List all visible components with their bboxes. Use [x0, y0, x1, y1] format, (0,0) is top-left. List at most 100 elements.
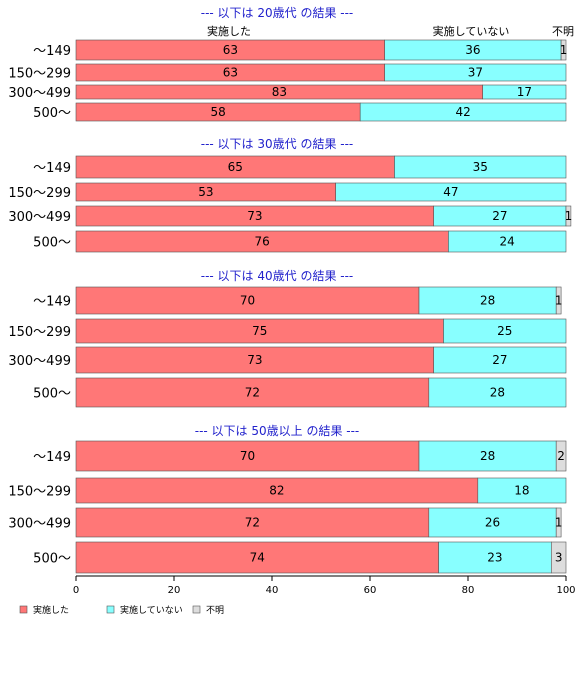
- x-tick-label: 100: [556, 585, 575, 596]
- category-label: 150～299: [8, 325, 71, 340]
- data-label: 23: [487, 551, 502, 565]
- data-label: 1: [565, 209, 573, 223]
- category-label: 300～499: [8, 517, 71, 532]
- category-label: 150～299: [8, 186, 71, 201]
- category-label: ～149: [33, 450, 71, 465]
- data-label: 76: [255, 235, 270, 249]
- bar-segment: [75, 507, 430, 538]
- data-label: 70: [240, 294, 255, 308]
- data-label: 3: [555, 551, 563, 565]
- data-label: 27: [492, 353, 507, 367]
- data-label: 18: [514, 484, 529, 498]
- data-label: 65: [228, 160, 243, 174]
- column-header: 不明: [552, 25, 574, 38]
- bar-segment: [433, 346, 567, 374]
- x-tick-label: 0: [73, 585, 79, 596]
- column-header: 実施していない: [433, 24, 510, 38]
- data-label: 47: [443, 185, 458, 199]
- bar-segment: [75, 541, 439, 574]
- bar-segment: [555, 286, 562, 315]
- bar-segment: [418, 440, 557, 472]
- bar-segment: [428, 507, 557, 538]
- category-label: ～149: [33, 295, 71, 310]
- category-label: 300～499: [8, 354, 71, 369]
- category-label: ～149: [33, 44, 71, 59]
- data-label: 1: [555, 294, 563, 308]
- data-label: 83: [272, 85, 287, 99]
- data-label: 17: [517, 85, 532, 99]
- data-label: 27: [492, 209, 507, 223]
- bar-segment: [565, 205, 572, 227]
- category-label: 500～: [33, 387, 71, 402]
- bar-segment: [75, 346, 435, 374]
- bar-segment: [384, 63, 567, 82]
- bar-segment: [550, 541, 567, 574]
- data-label: 28: [480, 294, 495, 308]
- section-title: --- 以下は 20歳代 の結果 ---: [201, 6, 354, 20]
- bar-segment: [448, 230, 567, 253]
- legend-swatch: [106, 605, 115, 614]
- data-label: 73: [247, 353, 262, 367]
- bar-segment: [335, 182, 567, 202]
- bar-segment: [555, 507, 562, 538]
- data-label: 26: [485, 516, 500, 530]
- data-label: 58: [210, 105, 225, 119]
- legend-swatch: [19, 605, 28, 614]
- x-tick-label: 40: [266, 585, 279, 596]
- section-title: --- 以下は 30歳代 の結果 ---: [201, 137, 354, 151]
- x-tick-label: 20: [168, 585, 181, 596]
- legend-label: 実施していない: [120, 604, 183, 616]
- data-label: 72: [245, 516, 260, 530]
- bar-segment: [428, 377, 567, 408]
- category-label: 150～299: [8, 485, 71, 500]
- data-label: 82: [269, 484, 284, 498]
- bar-segment: [75, 477, 479, 504]
- bar-segment: [359, 102, 567, 122]
- category-label: 500～: [33, 552, 71, 567]
- x-tick-label: 80: [462, 585, 475, 596]
- data-label: 70: [240, 449, 255, 463]
- data-label: 53: [198, 185, 213, 199]
- data-label: 36: [465, 43, 480, 57]
- data-label: 24: [500, 235, 515, 249]
- data-label: 74: [250, 551, 265, 565]
- data-label: 63: [223, 66, 238, 80]
- bar-segment: [75, 286, 420, 315]
- data-label: 1: [555, 516, 563, 530]
- bar-segment: [394, 155, 567, 179]
- bar-segment: [438, 541, 552, 574]
- data-label: 28: [480, 449, 495, 463]
- bar-segment: [75, 318, 444, 344]
- data-label: 35: [473, 160, 488, 174]
- section-title: --- 以下は 40歳代 の結果 ---: [201, 269, 354, 283]
- data-label: 2: [557, 449, 565, 463]
- data-label: 75: [252, 324, 267, 338]
- data-label: 72: [245, 386, 260, 400]
- data-label: 1: [560, 43, 568, 57]
- category-label: 150～299: [8, 67, 71, 82]
- category-label: 500～: [33, 236, 71, 251]
- bar-segment: [477, 477, 567, 504]
- bar-segment: [418, 286, 557, 315]
- legend-label: 実施した: [33, 604, 69, 616]
- data-label: 37: [468, 66, 483, 80]
- column-header: 実施した: [207, 24, 251, 38]
- data-label: 73: [247, 209, 262, 223]
- data-label: 63: [223, 43, 238, 57]
- section-title: --- 以下は 50歳以上 の結果 ---: [195, 424, 360, 438]
- bar-segment: [75, 377, 430, 408]
- bar-segment: [482, 84, 567, 100]
- category-label: 300～499: [8, 210, 71, 225]
- x-tick-label: 60: [364, 585, 377, 596]
- legend-swatch: [192, 605, 201, 614]
- category-label: ～149: [33, 161, 71, 176]
- category-label: 500～: [33, 106, 71, 121]
- data-label: 42: [455, 105, 470, 119]
- bar-segment: [443, 318, 567, 344]
- category-label: 300～499: [8, 86, 71, 101]
- bar-segment: [75, 440, 420, 472]
- data-label: 28: [490, 386, 505, 400]
- bar-segment: [560, 39, 567, 61]
- legend-label: 不明: [206, 605, 224, 616]
